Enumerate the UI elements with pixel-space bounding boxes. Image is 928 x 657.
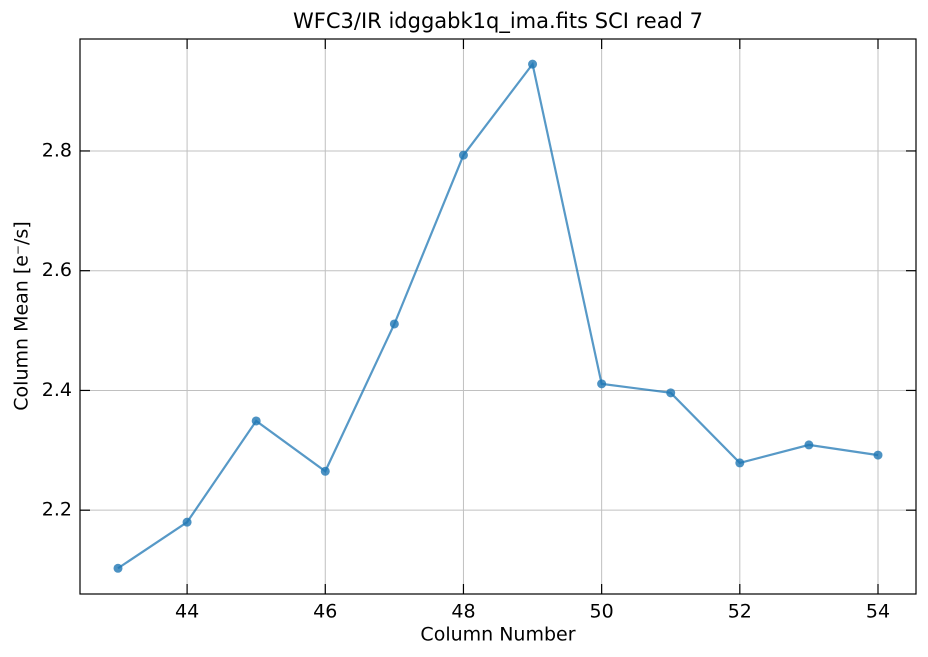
y-tick-label: 2.2 — [42, 499, 72, 521]
x-tick-label: 48 — [451, 601, 475, 623]
x-tick-label: 52 — [728, 601, 752, 623]
data-point — [528, 59, 538, 69]
data-line — [117, 61, 879, 570]
x-tick-label: 54 — [866, 601, 890, 623]
x-axis-label: Column Number — [420, 624, 575, 646]
x-tick-label: 46 — [313, 601, 337, 623]
data-point — [320, 466, 330, 476]
data-point — [597, 379, 607, 389]
data-point — [182, 517, 192, 527]
data-point — [873, 450, 883, 460]
data-point — [251, 416, 261, 426]
data-point — [113, 563, 123, 573]
data-point — [666, 388, 676, 398]
y-tick-label: 2.4 — [42, 379, 72, 401]
y-tick-label: 2.8 — [42, 139, 72, 161]
data-point — [389, 319, 399, 329]
data-point — [458, 150, 468, 160]
data-point — [735, 458, 745, 468]
data-point — [804, 440, 814, 450]
x-tick-label: 44 — [175, 601, 199, 623]
y-axis-label: Column Mean [e⁻/s] — [11, 221, 33, 410]
chart-title: WFC3/IR idggabk1q_ima.fits SCI read 7 — [293, 9, 703, 34]
plot-frame — [79, 38, 917, 595]
y-tick-label: 2.6 — [42, 259, 72, 281]
x-tick-label: 50 — [590, 601, 614, 623]
